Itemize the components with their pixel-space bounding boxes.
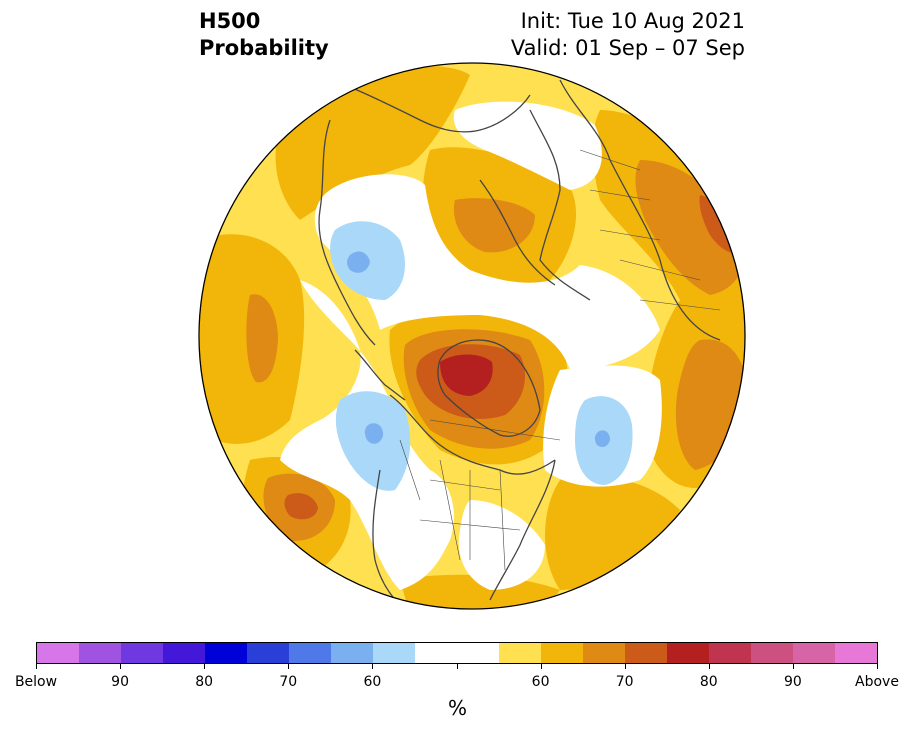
colorbar-segment bbox=[667, 643, 709, 663]
colorbar-segment bbox=[583, 643, 625, 663]
colorbar-segment bbox=[331, 643, 373, 663]
colorbar-segment bbox=[457, 643, 499, 663]
colorbar-tick-label: 60 bbox=[363, 674, 382, 690]
colorbar-tick-label: 90 bbox=[783, 674, 802, 690]
red-region-center bbox=[440, 354, 493, 396]
colorbar-segment bbox=[373, 643, 415, 663]
colorbar-tick bbox=[877, 664, 878, 669]
coastlines bbox=[318, 79, 721, 606]
colorbar-tick-label: 70 bbox=[279, 674, 298, 690]
colorbar-segment bbox=[625, 643, 667, 663]
coast-asia-inner bbox=[479, 179, 556, 286]
colorbar-segment bbox=[793, 643, 835, 663]
plot-title-left: H500 Probability bbox=[199, 8, 329, 62]
colorbar-segment bbox=[121, 643, 163, 663]
title-type: Probability bbox=[199, 36, 329, 60]
colorbar-segment bbox=[709, 643, 751, 663]
coast-europe bbox=[559, 79, 721, 341]
colorbar-tick-label: Above bbox=[855, 674, 899, 690]
blue-region-west bbox=[364, 423, 384, 444]
white-region-north bbox=[453, 101, 602, 190]
colorbar-segment bbox=[79, 643, 121, 663]
colorbar-segment bbox=[205, 643, 247, 663]
coast-asia-north bbox=[344, 84, 531, 133]
coast-canada bbox=[389, 394, 556, 475]
border-1 bbox=[419, 459, 521, 571]
coast-greenland bbox=[437, 339, 541, 437]
coast-scandinavia bbox=[529, 109, 591, 301]
coast-alaska bbox=[354, 349, 406, 401]
map-boundary bbox=[198, 62, 746, 610]
blue-region-east bbox=[594, 430, 610, 448]
colorbar-segment bbox=[751, 643, 793, 663]
coast-us-west bbox=[372, 469, 401, 606]
colorbar-segment bbox=[541, 643, 583, 663]
colorbar-tick-label: 80 bbox=[195, 674, 214, 690]
orange-region-ne bbox=[635, 160, 745, 295]
colorbar-segment bbox=[289, 643, 331, 663]
colorbar-segment bbox=[163, 643, 205, 663]
border-2 bbox=[579, 149, 721, 311]
colorbar-tick bbox=[288, 664, 290, 669]
borders bbox=[399, 149, 721, 571]
probability-field bbox=[199, 63, 745, 609]
orange-region-east bbox=[675, 339, 745, 470]
colorbar-tick-label: Below bbox=[14, 674, 58, 690]
colorbar-tick bbox=[120, 664, 122, 669]
title-variable: H500 bbox=[199, 9, 261, 33]
white-region-northwest bbox=[314, 174, 660, 370]
coast-siberia bbox=[318, 119, 376, 346]
colorbar-segment bbox=[499, 643, 541, 663]
colorbar-unit-label: % bbox=[447, 696, 467, 720]
dark-orange-region-sw bbox=[284, 493, 318, 520]
blue-region-nw bbox=[347, 251, 370, 273]
colorbar-tick-label: 60 bbox=[531, 674, 550, 690]
coast-us-east bbox=[489, 459, 556, 601]
colorbar-segment bbox=[37, 643, 79, 663]
colorbar-tick bbox=[792, 664, 794, 669]
plot-title-right: Init: Tue 10 Aug 2021 Valid: 01 Sep – 07… bbox=[511, 8, 745, 62]
colorbar-tick-label: 90 bbox=[111, 674, 130, 690]
colorbar-segment bbox=[247, 643, 289, 663]
colorbar-tick bbox=[456, 664, 458, 669]
title-init: Init: Tue 10 Aug 2021 bbox=[520, 9, 745, 33]
colorbar-tick-label: 70 bbox=[615, 674, 634, 690]
colorbar-tick bbox=[372, 664, 374, 669]
colorbar-tick bbox=[540, 664, 542, 669]
orange-region-west bbox=[246, 294, 278, 383]
gold-region-se bbox=[545, 476, 680, 590]
colorbar-ticks bbox=[36, 664, 878, 670]
colorbar-segment bbox=[415, 643, 457, 663]
colorbar-segment bbox=[835, 643, 877, 663]
colorbar-tick bbox=[36, 664, 37, 669]
colorbar-tick bbox=[204, 664, 206, 669]
colorbar-tick-label: 80 bbox=[699, 674, 718, 690]
polar-map bbox=[198, 62, 746, 610]
colorbar-tick bbox=[624, 664, 626, 669]
border-3 bbox=[399, 419, 561, 501]
colorbar bbox=[36, 642, 878, 664]
colorbar-tick bbox=[708, 664, 710, 669]
white-region-south bbox=[458, 500, 545, 590]
title-valid: Valid: 01 Sep – 07 Sep bbox=[510, 36, 745, 60]
